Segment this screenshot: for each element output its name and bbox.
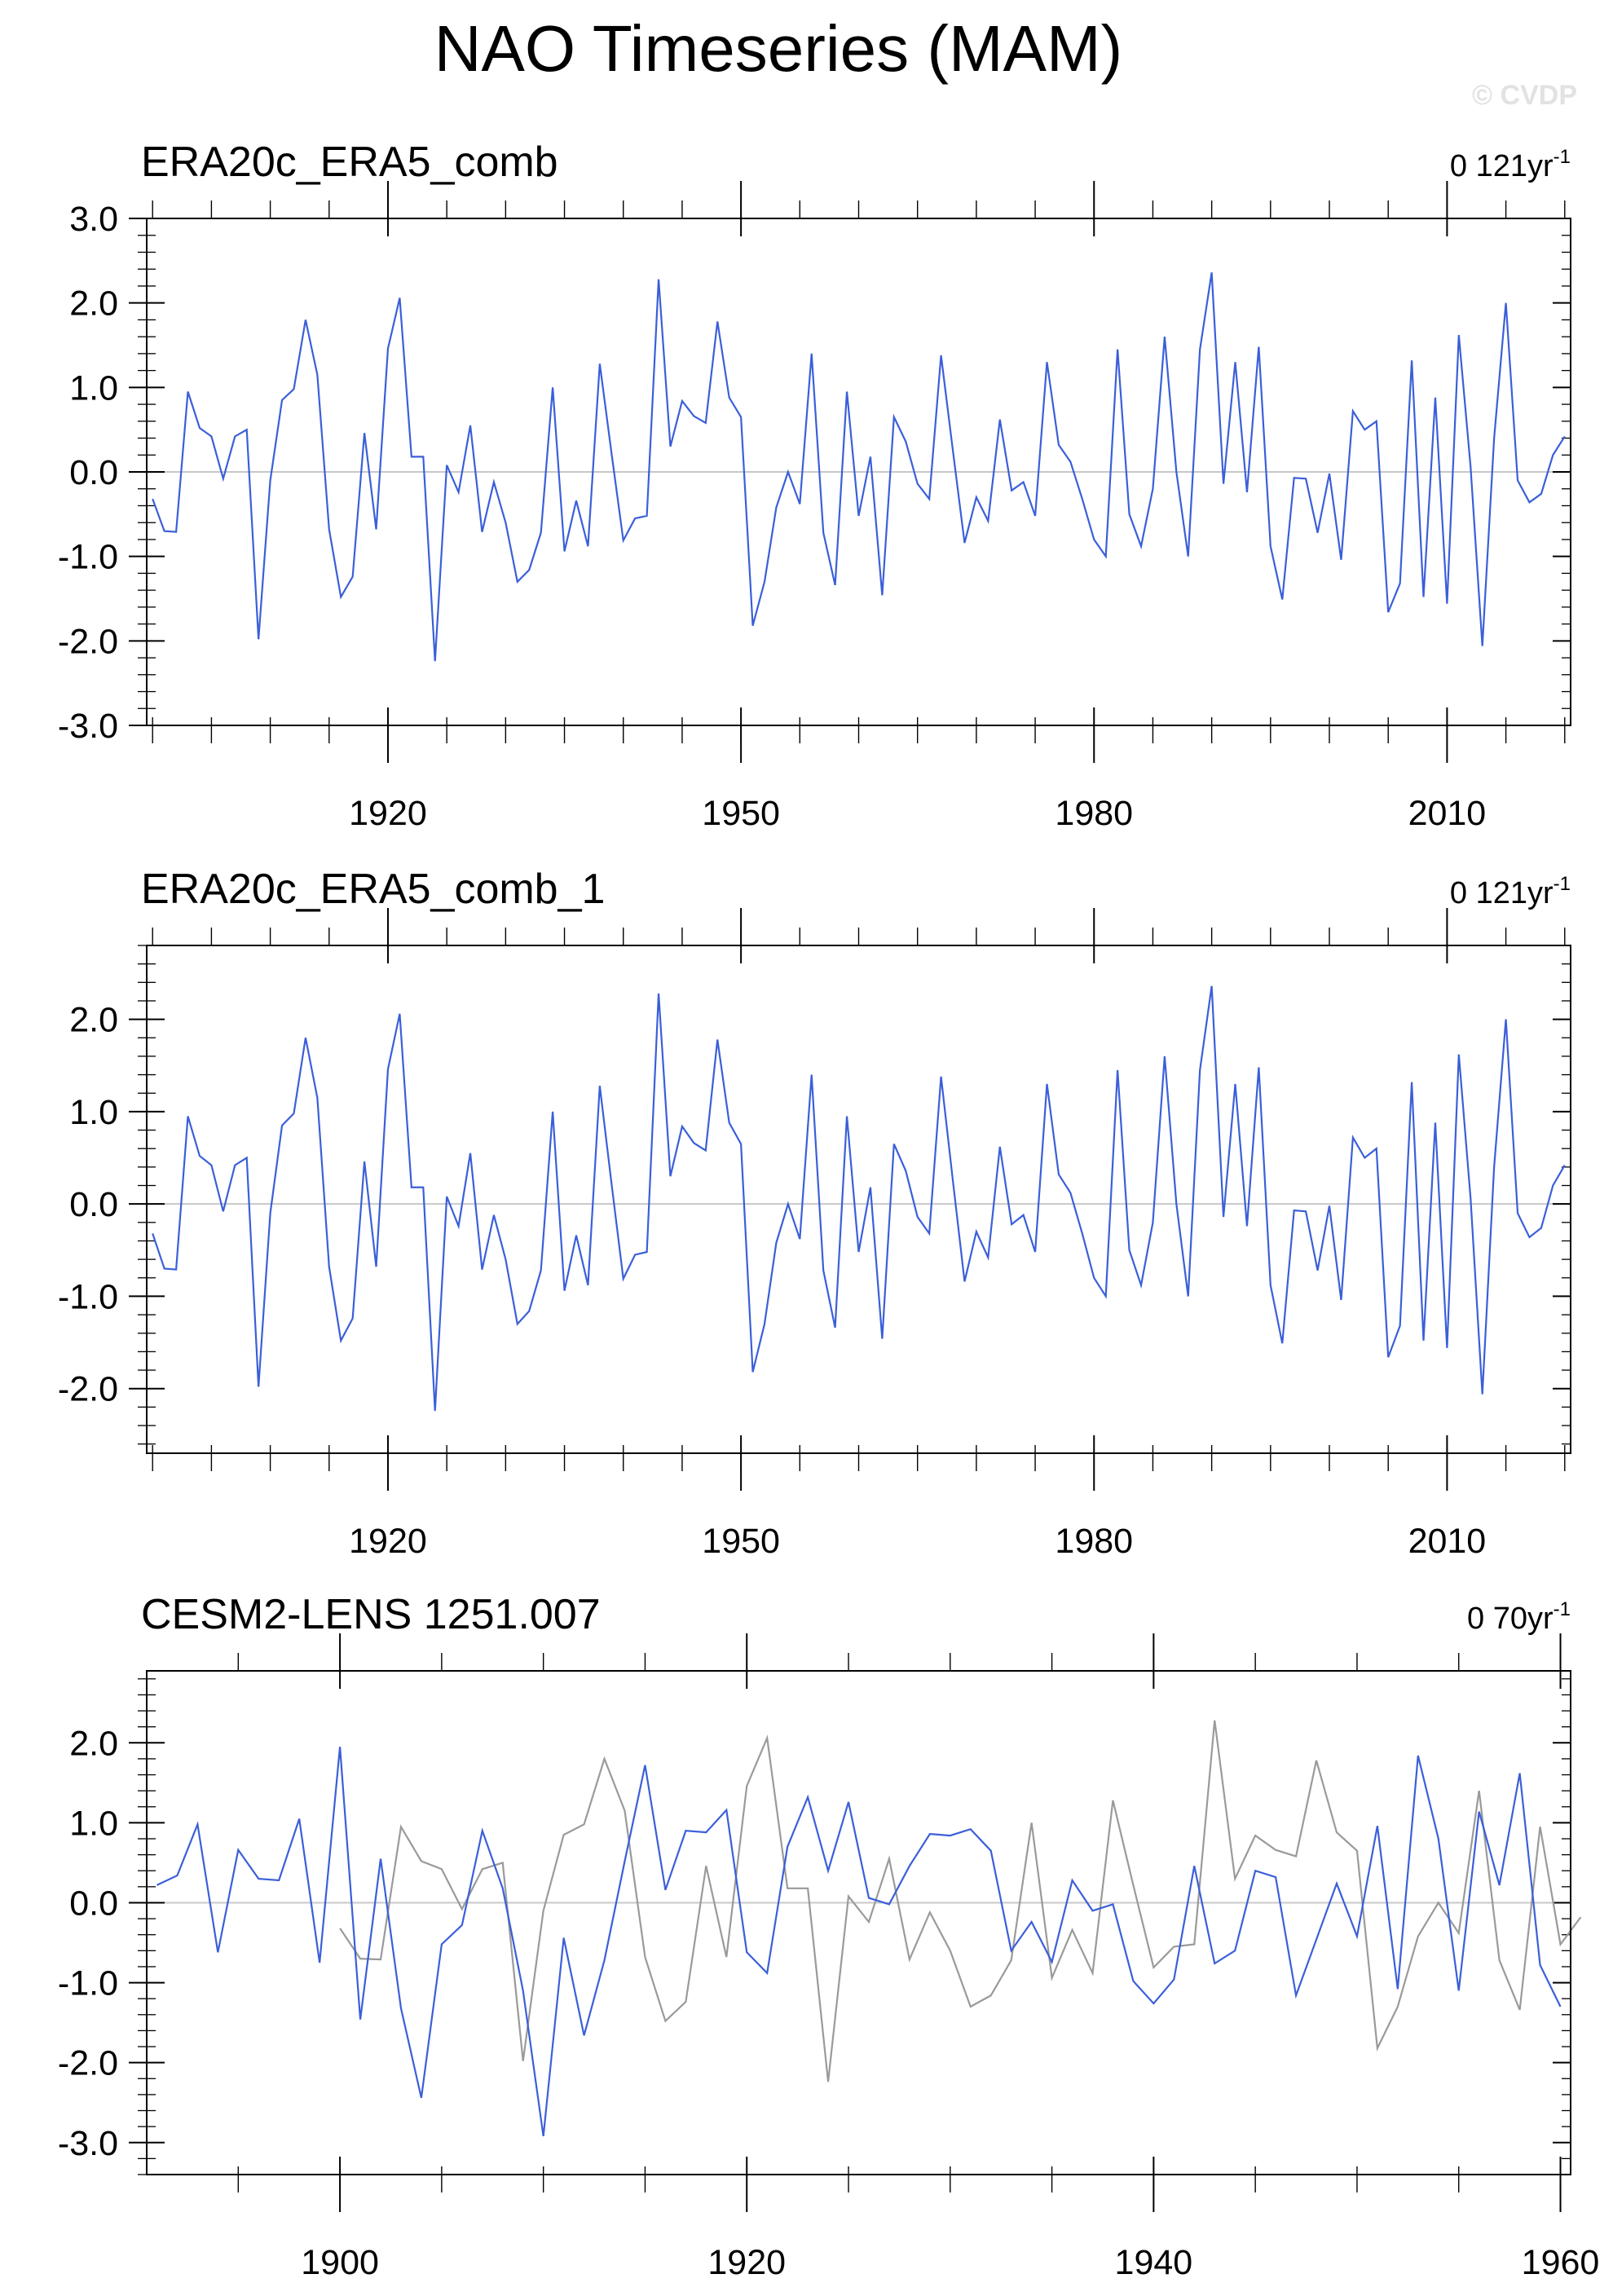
x-tick-label: 1950	[702, 794, 780, 833]
y-tick-label: 2.0	[69, 284, 118, 324]
y-tick-label: -1.0	[58, 1277, 118, 1316]
x-tick-label: 1980	[1055, 794, 1133, 833]
y-tick-label: 1.0	[69, 1093, 118, 1132]
trend-label-text: 0 70yr	[1467, 1602, 1554, 1636]
trend-label: 0 121yr-1	[1450, 146, 1571, 183]
x-tick-label: 1900	[301, 2243, 379, 2282]
y-tick-label: 0.0	[69, 453, 118, 492]
x-tick-label: 1920	[349, 1522, 427, 1561]
trend-label-text: 0 121yr	[1450, 876, 1554, 910]
x-tick-label: 2010	[1408, 1522, 1487, 1561]
y-tick-label: -3.0	[58, 2124, 118, 2163]
y-tick-label: -3.0	[58, 707, 118, 746]
trend-label-exponent: -1	[1554, 873, 1571, 895]
x-tick-label: 2010	[1408, 794, 1487, 833]
y-tick-label: 3.0	[69, 200, 118, 239]
trend-label-exponent: -1	[1554, 1598, 1571, 1620]
panel-cesm2-lens-1251-007: CESM2-LENS 1251.007 0 70yr-1 -3.0 -2.0 -1.0 0…	[58, 1591, 1599, 2282]
x-tick-label: 1980	[1055, 1522, 1133, 1561]
y-tick-label: 2.0	[69, 1001, 118, 1040]
plot-frame	[146, 1670, 1571, 2175]
watermark: © CVDP	[1472, 80, 1577, 111]
panel-title: CESM2-LENS 1251.007	[141, 1591, 601, 1638]
y-tick-label: -1.0	[58, 538, 118, 577]
trend-label: 0 121yr-1	[1450, 873, 1571, 910]
series-line-primary	[156, 1747, 1562, 2137]
y-tick-label: 2.0	[69, 1724, 118, 1763]
y-tick-label: -2.0	[58, 2044, 118, 2083]
trend-label-text: 0 121yr	[1450, 149, 1554, 183]
series-line-primary	[152, 985, 1566, 1411]
panel-title: ERA20c_ERA5_comb	[141, 139, 558, 186]
x-tick-label: 1960	[1522, 2243, 1600, 2282]
trend-label-exponent: -1	[1554, 146, 1571, 168]
x-tick-label: 1950	[702, 1522, 780, 1561]
x-tick-label: 1920	[349, 794, 427, 833]
panel-era20c-era5-comb: ERA20c_ERA5_comb 0 121yr-1 -3.0 -2.0 -1.0 0.0…	[58, 139, 1571, 833]
series-line-primary	[152, 272, 1566, 662]
x-tick-label: 1920	[707, 2243, 786, 2282]
y-tick-label: 0.0	[69, 1185, 118, 1224]
y-tick-label: 1.0	[69, 1804, 118, 1843]
y-tick-label: -2.0	[58, 622, 118, 661]
panel-title: ERA20c_ERA5_comb_1	[141, 866, 605, 913]
x-tick-label: 1940	[1115, 2243, 1193, 2282]
series-line-secondary	[339, 1720, 1582, 2082]
y-tick-label: -2.0	[58, 1370, 118, 1409]
panel-era20c-era5-comb-1: ERA20c_ERA5_comb_1 0 121yr-1 -2.0 -1.0 0.0 1.…	[58, 866, 1571, 1561]
y-tick-label: 0.0	[69, 1884, 118, 1923]
y-tick-label: 1.0	[69, 368, 118, 408]
y-tick-label: -1.0	[58, 1964, 118, 2003]
plot-frame	[146, 945, 1571, 1454]
plot-frame	[146, 218, 1571, 726]
figure-title: NAO Timeseries (MAM)	[434, 12, 1123, 85]
trend-label: 0 70yr-1	[1467, 1598, 1571, 1636]
